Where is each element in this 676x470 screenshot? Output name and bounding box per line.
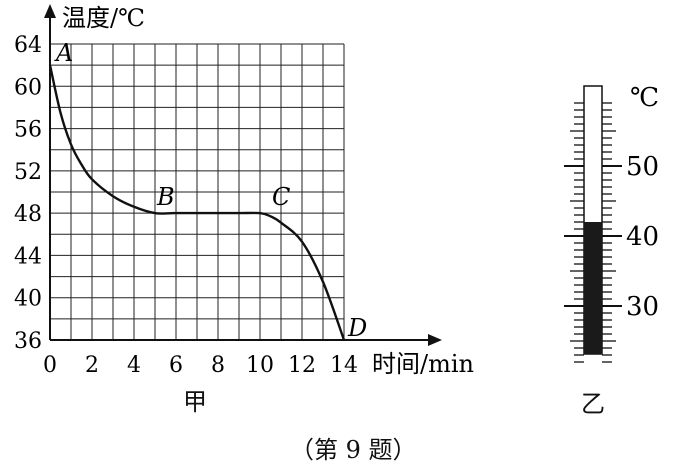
y-axis-arrow	[44, 4, 56, 18]
x-tick-label: 6	[169, 353, 183, 378]
y-tick-label: 36	[14, 329, 42, 354]
y-tick-label: 60	[14, 75, 42, 100]
thermometer-caption: 乙	[581, 390, 605, 418]
thermometer: ℃ 50 40 30	[564, 83, 659, 363]
thermometer-label-40: 40	[626, 222, 659, 252]
cooling-graph: 0 2 4 6 8 10 12 14 36 40 44 48 52 56 60 64 A B C D 温度/℃ 时间…	[14, 4, 474, 378]
thermometer-ticks	[564, 102, 622, 363]
graph-caption: 甲	[183, 388, 207, 416]
x-tick-label: 12	[288, 353, 316, 378]
point-label-b: B	[156, 183, 175, 211]
x-tick-label: 14	[330, 353, 358, 378]
temperature-curve	[48, 64, 346, 341]
thermometer-label-50: 50	[626, 152, 659, 182]
y-tick-label: 64	[14, 33, 42, 58]
y-axis-label: 温度/℃	[62, 4, 145, 32]
x-tick-label: 4	[127, 353, 141, 378]
x-tick-label: 10	[246, 353, 274, 378]
point-labels: A B C D	[54, 39, 367, 342]
thermometer-liquid-column	[584, 222, 602, 354]
x-axis-arrow	[428, 334, 442, 346]
point-label-c: C	[272, 183, 290, 211]
tick-labels: 0 2 4 6 8 10 12 14 36 40 44 48 52 56 60 64	[14, 33, 358, 378]
y-tick-label: 52	[14, 160, 42, 185]
y-tick-label: 56	[14, 118, 42, 143]
point-label-a: A	[54, 39, 73, 67]
x-axis-label: 时间/min	[372, 350, 474, 378]
y-tick-label: 40	[14, 287, 42, 312]
point-label-d: D	[347, 314, 367, 342]
thermometer-label-30: 30	[626, 292, 659, 322]
thermometer-unit: ℃	[630, 83, 659, 113]
figure-caption: （第 9 题）	[290, 436, 417, 464]
grid-lines	[49, 43, 345, 341]
y-tick-label: 48	[14, 202, 42, 227]
x-tick-label: 0	[43, 353, 57, 378]
axes	[44, 4, 442, 346]
y-tick-label: 44	[14, 244, 42, 269]
x-tick-label: 2	[85, 353, 99, 378]
x-tick-label: 8	[211, 353, 225, 378]
